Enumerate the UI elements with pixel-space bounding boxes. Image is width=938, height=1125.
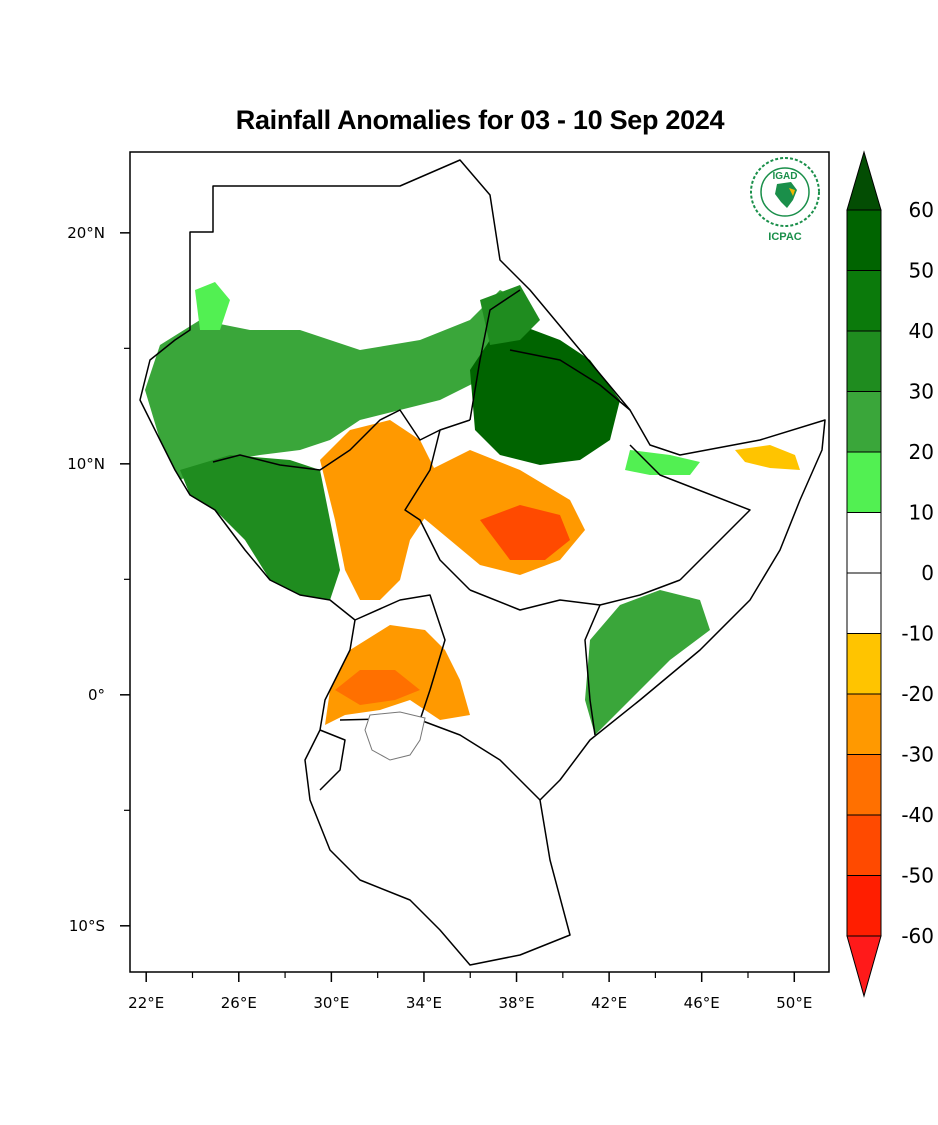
colorbar-swatch — [846, 572, 882, 634]
x-tick-label: 22°E — [128, 994, 164, 1012]
y-tick-label: 20°N — [67, 224, 105, 242]
logo-top-text: IGAD — [773, 171, 798, 182]
plot-frame — [129, 151, 830, 973]
colorbar-bottom-arrow — [846, 935, 882, 998]
y-tick-label: 0° — [88, 686, 105, 704]
country-borders — [139, 159, 826, 966]
positive-anomaly-ethiopia — [470, 325, 620, 465]
colorbar: 60 50 40 30 20 10 0 -10 -20 -30 -40 -50 -60 — [846, 150, 934, 998]
colorbar-swatch — [846, 270, 882, 332]
x-tick-label: 34°E — [406, 994, 442, 1012]
colorbar-label: 50 — [909, 259, 934, 283]
x-tick-label: 26°E — [221, 994, 257, 1012]
colorbar-swatch — [846, 391, 882, 453]
igad-icpac-logo: IGAD ICPAC — [750, 157, 820, 243]
logo-wreath-icon — [750, 157, 820, 227]
x-tick-label: 46°E — [684, 994, 720, 1012]
positive-anomaly-somalia — [585, 590, 710, 735]
border-south-sudan-ethiopia — [404, 429, 471, 591]
colorbar-label: 0 — [921, 561, 934, 585]
colorbar-label: -50 — [901, 864, 934, 888]
positive-anomaly-sudan — [145, 290, 520, 480]
border-eritrea — [509, 349, 631, 411]
anomaly-field — [145, 282, 800, 735]
colorbar-label: 30 — [909, 380, 934, 404]
border-kenya-tanzania — [419, 719, 541, 801]
colorbar-swatch — [846, 451, 882, 513]
colorbar-label: -10 — [901, 622, 934, 646]
colorbar-swatch — [846, 875, 882, 937]
x-axis: 22°E 26°E 30°E 34°E 38°E 42°E 46°E 50°E — [128, 972, 812, 1012]
border-ethiopia-kenya — [469, 579, 681, 611]
x-tick-label: 50°E — [776, 994, 812, 1012]
colorbar-label: -60 — [901, 924, 934, 948]
map-title: Rainfall Anomalies for 03 - 10 Sep 2024 — [235, 105, 725, 135]
logo-bottom-text: ICPAC — [768, 231, 801, 243]
negative-anomaly-somalia-north — [735, 445, 800, 470]
colorbar-swatch — [846, 330, 882, 392]
border-kenya-somalia — [584, 604, 601, 736]
colorbar-label: -30 — [901, 743, 934, 767]
border-uganda — [354, 594, 446, 721]
lake-victoria — [364, 711, 426, 761]
africa-map-icon — [775, 182, 797, 208]
colorbar-swatch — [846, 814, 882, 876]
negative-anomaly-south-sudan — [320, 420, 440, 600]
colorbar-swatch — [846, 754, 882, 816]
border-sudan-ethiopia — [469, 289, 521, 421]
colorbar-swatch — [846, 209, 882, 271]
colorbar-swatch — [846, 633, 882, 695]
colorbar-label: 60 — [909, 198, 934, 222]
colorbar-label: 20 — [909, 440, 934, 464]
y-tick-label: 10°S — [69, 917, 105, 935]
x-tick-label: 38°E — [498, 994, 534, 1012]
region-outline — [139, 159, 826, 966]
negative-anomaly-ethiopia-core — [480, 505, 570, 560]
negative-anomaly-uganda-core — [335, 670, 420, 705]
y-tick-label: 10°N — [67, 455, 105, 473]
colorbar-label: 10 — [909, 501, 934, 525]
positive-anomaly-eritrea — [480, 285, 540, 345]
border-sudan-south-sudan — [212, 409, 471, 471]
x-tick-label: 30°E — [313, 994, 349, 1012]
positive-anomaly-ne-sudan-light — [195, 282, 230, 330]
x-tick-label: 42°E — [591, 994, 627, 1012]
border-rwanda-burundi — [319, 729, 346, 791]
positive-anomaly-south-sudan-west — [180, 455, 340, 600]
colorbar-label: -40 — [901, 803, 934, 827]
colorbar-swatch — [846, 512, 882, 574]
colorbar-top-arrow — [846, 150, 882, 211]
positive-anomaly-somalia-north — [625, 450, 700, 475]
colorbar-swatch — [846, 693, 882, 755]
y-axis: 20°N 10°N 0° 10°S — [67, 224, 130, 935]
colorbar-label: -20 — [901, 682, 934, 706]
border-ethiopia-somalia — [629, 444, 751, 581]
colorbar-label: 40 — [909, 319, 934, 343]
